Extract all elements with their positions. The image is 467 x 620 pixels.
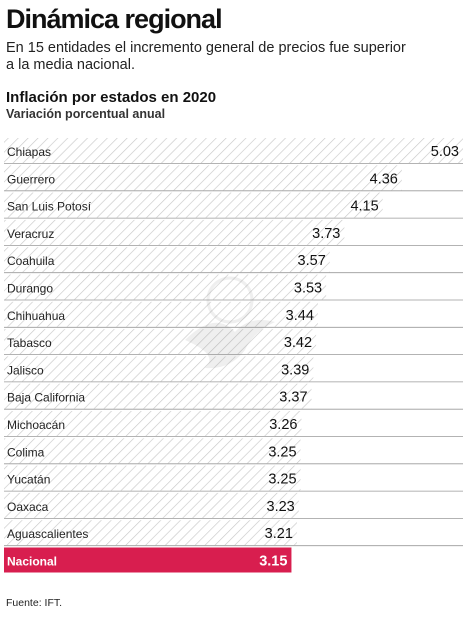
bar-chart: Chiapas 5.03 Guerrero 4.36 San Luis Potosí 4.… [4, 138, 463, 573]
value-label: 3.53 [294, 281, 322, 297]
value-label: 3.44 [286, 308, 314, 324]
category-label: Chihuahua [7, 309, 65, 323]
category-label: Oaxaca [7, 500, 49, 514]
value-label: 3.23 [267, 499, 295, 515]
bar-michoacan [4, 411, 302, 436]
value-label: 3.73 [312, 226, 340, 242]
category-label: Baja California [7, 391, 85, 405]
value-label: 4.15 [350, 199, 378, 215]
category-label: San Luis Potosí [7, 200, 92, 214]
category-label: Nacional [7, 555, 57, 569]
page-title: Dinámica regional [6, 4, 223, 34]
chart-subtitle: Variación porcentual anual [6, 107, 166, 121]
chart-area: Chiapas 5.03 Guerrero 4.36 San Luis Potosí 4.… [0, 136, 467, 576]
value-label: 4.36 [370, 171, 398, 187]
value-label: 5.03 [431, 144, 459, 160]
category-label: Colima [7, 445, 45, 459]
category-label: Coahuila [7, 254, 55, 268]
bar-yucatan [4, 465, 301, 491]
bar-durango [4, 274, 327, 300]
value-label: 3.26 [269, 417, 297, 433]
category-label: Chiapas [7, 145, 51, 159]
value-label: 3.37 [279, 390, 307, 406]
category-label: Yucatán [7, 473, 50, 487]
category-label: Michoacán [7, 418, 65, 432]
bar-tabasco [4, 329, 317, 355]
bar-veracruz [4, 219, 345, 245]
category-label: Jalisco [7, 363, 44, 377]
value-label: 3.21 [265, 526, 293, 542]
category-label: Tabasco [7, 336, 52, 350]
value-label: 3.57 [298, 253, 326, 269]
bar-aguascalientes [4, 520, 297, 546]
bar-coahuila [4, 247, 330, 273]
bar-guerrero [4, 165, 402, 191]
chart-title: Inflación por estados en 2020 [6, 89, 217, 106]
value-label: 3.25 [268, 472, 296, 488]
bar-chiapas [4, 138, 463, 163]
bar-oaxaca [4, 492, 299, 518]
eagle-watermark-icon [185, 276, 275, 369]
bar-san-luis-potosi [4, 192, 383, 218]
bar-jalisco [4, 356, 314, 382]
bar-chihuahua [4, 301, 318, 327]
category-label: Guerrero [7, 172, 55, 186]
value-label: 3.15 [259, 554, 287, 570]
value-label: 3.25 [268, 444, 296, 460]
bar-colima [4, 438, 301, 464]
category-label: Aguascalientes [7, 527, 88, 541]
value-label: 3.39 [281, 362, 309, 378]
bar-nacional [4, 547, 292, 573]
category-label: Veracruz [7, 227, 54, 241]
source-note: Fuente: IFT. [6, 597, 63, 609]
category-label: Durango [7, 282, 53, 296]
page-subtitle: En 15 entidades el incremento general de… [6, 40, 406, 73]
value-label: 3.42 [284, 335, 312, 351]
bar-baja-california [4, 383, 312, 409]
